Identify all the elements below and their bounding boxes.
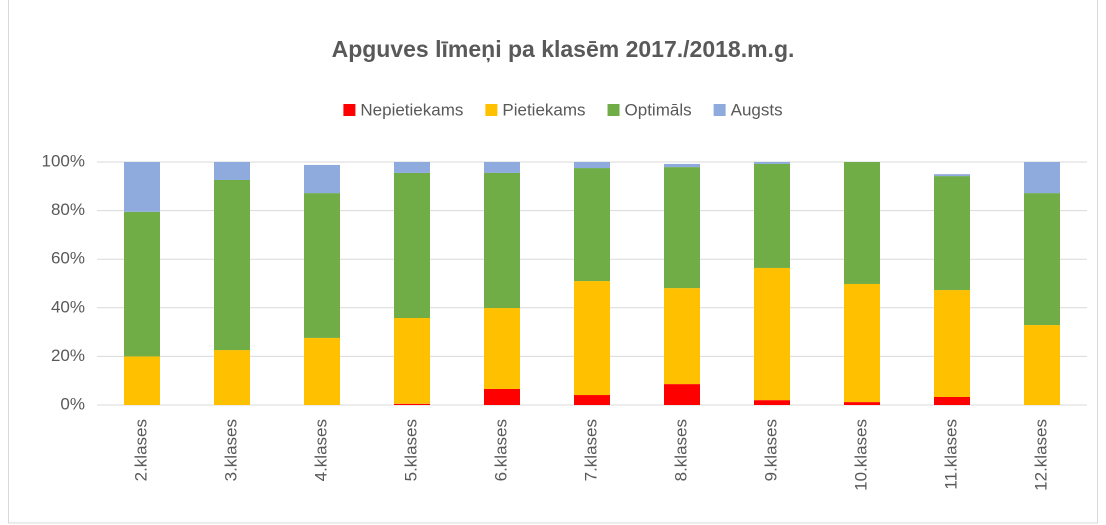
y-tick-label: 80% (51, 200, 85, 219)
x-tick-label: 11.klases (941, 419, 960, 490)
chart-frame (8, 0, 1098, 524)
bar-segment (394, 403, 430, 405)
bar-segment (574, 168, 610, 282)
bar-segment (214, 350, 250, 405)
bar-segment (484, 308, 520, 389)
legend-swatch (343, 104, 356, 116)
bar-segment (304, 164, 340, 194)
bar-segment (304, 193, 340, 338)
x-tick-label: 6.klases (491, 419, 510, 481)
legend-swatch (485, 104, 498, 116)
bar-segment (844, 283, 880, 403)
bar-segment (754, 162, 790, 164)
bar-segment (934, 174, 970, 177)
bar-segment (844, 162, 880, 284)
legend-label: Optimāls (625, 100, 692, 119)
bar-segment (394, 172, 430, 319)
legend-label: Augsts (731, 100, 783, 119)
bar-segment (484, 388, 520, 405)
legend-label: Nepietiekams (360, 100, 463, 119)
bar-segment (934, 396, 970, 405)
x-tick-label: 4.klases (311, 419, 330, 481)
bar-segment (574, 395, 610, 405)
bar-segment (124, 356, 160, 405)
bar-segment (664, 288, 700, 385)
bar-segment (934, 290, 970, 397)
y-tick-label: 60% (51, 249, 85, 268)
bar-segment (664, 384, 700, 405)
legend-label: Pietiekams (502, 100, 585, 119)
bar-segment (754, 400, 790, 405)
bar-segment (574, 162, 610, 169)
bar-segment (214, 179, 250, 351)
bar-segment (1024, 325, 1060, 405)
y-tick-label: 100% (42, 151, 85, 170)
x-tick-label: 3.klases (221, 419, 240, 481)
legend-swatch (713, 104, 726, 116)
chart-title: Apguves līmeņi pa klasēm 2017./2018.m.g. (332, 36, 795, 62)
bar-segment (934, 176, 970, 291)
bar-segment (1024, 162, 1060, 194)
bar-segment (394, 162, 430, 173)
bar-segment (394, 318, 430, 404)
y-tick-label: 0% (60, 394, 85, 413)
x-tick-label: 2.klases (131, 419, 150, 481)
x-tick-label: 5.klases (401, 419, 420, 481)
bar-segment (1024, 193, 1060, 326)
bar-segment (304, 337, 340, 405)
bar-segment (214, 162, 250, 180)
bar-segment (754, 163, 790, 268)
x-tick-label: 7.klases (581, 419, 600, 481)
y-tick-label: 20% (51, 346, 85, 365)
bar-segment (484, 172, 520, 309)
bar-segment (664, 163, 700, 168)
bar-segment (124, 162, 160, 212)
bar-segment (124, 211, 160, 357)
x-tick-label: 10.klases (851, 419, 870, 491)
bar-segment (484, 162, 520, 173)
bar-segment (664, 167, 700, 289)
bar-segment (754, 267, 790, 401)
x-tick-label: 9.klases (761, 419, 780, 481)
x-tick-label: 12.klases (1031, 419, 1050, 491)
x-tick-label: 8.klases (671, 419, 690, 481)
bar-segment (844, 402, 880, 405)
legend-swatch (607, 104, 620, 116)
bar-segment (574, 281, 610, 396)
y-tick-label: 40% (51, 297, 85, 316)
